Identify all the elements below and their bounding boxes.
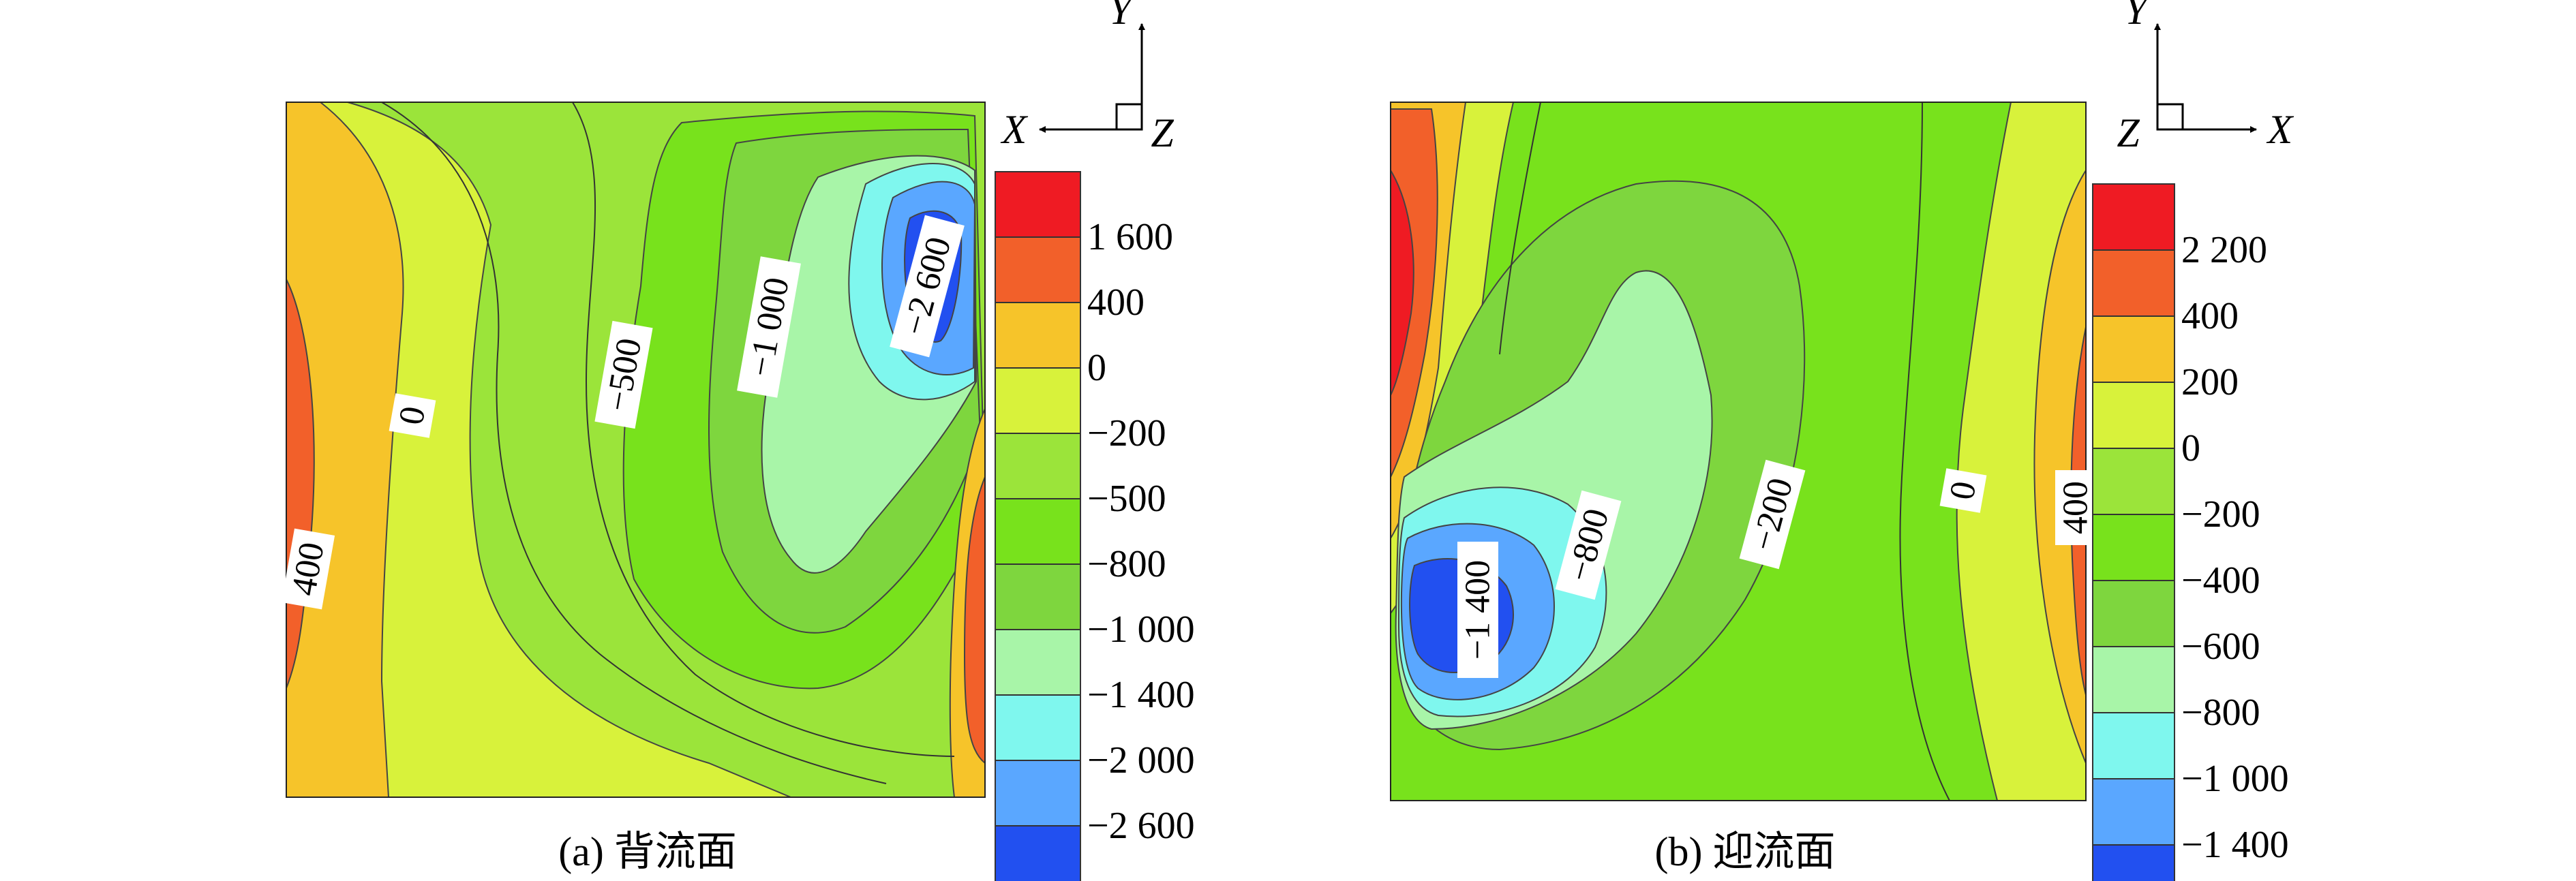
- contour-line-b-1: [1499, 102, 1541, 355]
- triad-a-z-label: Z: [1151, 110, 1174, 155]
- legend-a-tick-8: −2 000: [1087, 739, 1195, 782]
- triad-b-z-marker: [2156, 103, 2184, 131]
- contour-plot-b: [1390, 102, 2087, 801]
- panel-a: 400 0 −500 −1 000 −2 600 1 600 400 0 −200 −5…: [281, 0, 1195, 881]
- legend-b-tick-9: −1 400: [2181, 824, 2289, 866]
- legend-b-swatch-7: [2092, 646, 2175, 713]
- contour-label-b-400: 400: [2055, 470, 2096, 545]
- legend-b-swatch-6: [2092, 580, 2175, 647]
- legend-b-tick-1: 400: [2181, 295, 2239, 337]
- contour-region-b-left-2200: [1390, 168, 1414, 396]
- contour-line-a-2: [572, 102, 955, 757]
- contour-label-b-m1400-text: −1 400: [1459, 560, 1498, 660]
- legend-b-swatch-9: [2092, 778, 2175, 846]
- legend-a-tick-1: 400: [1087, 281, 1145, 324]
- contour-line-a-1: [381, 102, 887, 784]
- triad-a-z-marker: [1115, 103, 1143, 131]
- caption-a: (a) 背流面: [558, 829, 737, 874]
- triad-b-x-label: X: [2267, 107, 2294, 152]
- contour-label-a-400: 400: [281, 528, 335, 610]
- triad-a-y-label: Y: [1109, 0, 1136, 33]
- color-legend-a: 1 600 400 0 −200 −500 −800 −1 000 −1 400 −2 000 −…: [995, 171, 1195, 881]
- legend-a-swatch-8: [995, 694, 1081, 761]
- legend-a-swatch-3: [995, 367, 1081, 434]
- legend-b-tick-0: 2 200: [2181, 229, 2267, 271]
- legend-b-tick-4: −200: [2181, 493, 2260, 536]
- caption-b: (b) 迎流面: [1655, 829, 1836, 874]
- triad-a-x-label: X: [1001, 107, 1029, 152]
- legend-a-tick-4: −500: [1087, 478, 1166, 520]
- legend-a-swatch-6: [995, 563, 1081, 630]
- contour-label-a-400-text: 400: [284, 540, 332, 599]
- legend-a-swatch-10: [995, 825, 1081, 881]
- legend-a-tick-3: −200: [1087, 412, 1166, 454]
- axis-triad-a: Y X Z: [1001, 0, 1175, 155]
- legend-a-tick-0: 1 600: [1087, 216, 1173, 258]
- legend-b-tick-3: 0: [2181, 427, 2200, 469]
- contour-label-a-0: 0: [389, 393, 436, 438]
- triad-b-z-label: Z: [2117, 110, 2140, 155]
- legend-b-tick-2: 200: [2181, 361, 2239, 403]
- legend-b-tick-5: −400: [2181, 559, 2260, 602]
- legend-b-tick-6: −600: [2181, 625, 2260, 668]
- legend-b-swatch-3: [2092, 382, 2175, 449]
- contour-plot-a: [286, 102, 986, 798]
- legend-b-swatch-2: [2092, 315, 2175, 383]
- legend-a-swatch-2: [995, 302, 1081, 369]
- legend-a-swatch-0: [995, 171, 1081, 238]
- contour-region-b-right-200: [2033, 168, 2087, 764]
- legend-a-tick-5: −800: [1087, 543, 1166, 585]
- legend-b-swatch-0: [2092, 183, 2175, 251]
- contour-region-a-zero: [286, 102, 791, 798]
- contour-label-b-400-text: 400: [2057, 481, 2095, 534]
- contour-label-b-0: 0: [1939, 468, 1987, 513]
- legend-b-swatch-8: [2092, 712, 2175, 779]
- legend-a-swatch-9: [995, 760, 1081, 826]
- legend-a-swatch-4: [995, 433, 1081, 499]
- legend-a-tick-2: 0: [1087, 347, 1106, 389]
- frame-b: [1390, 102, 2087, 801]
- panel-b: −1 400 −800 −200 0 400 2 200 400 200 0 −200 −…: [1390, 0, 2294, 881]
- legend-b-swatch-5: [2092, 514, 2175, 581]
- triad-b-y-label: Y: [2125, 0, 2151, 33]
- legend-a-swatch-1: [995, 236, 1081, 303]
- legend-a-swatch-7: [995, 629, 1081, 696]
- legend-b-tick-7: −800: [2181, 692, 2260, 734]
- legend-b-swatch-10: [2092, 844, 2175, 881]
- legend-a-tick-7: −1 400: [1087, 674, 1195, 716]
- legend-b-swatch-4: [2092, 448, 2175, 515]
- color-legend-b: 2 200 400 200 0 −200 −400 −600 −800 −1 000 −1 400: [2092, 183, 2289, 881]
- legend-a-swatch-5: [995, 498, 1081, 565]
- legend-b-swatch-1: [2092, 249, 2175, 317]
- contour-line-b-2: [1899, 102, 1950, 801]
- contour-region-a-400: [286, 102, 404, 798]
- frame-a: [286, 102, 986, 798]
- legend-a-tick-6: −1 000: [1087, 608, 1195, 651]
- contour-label-b-m1400: −1 400: [1457, 542, 1498, 678]
- legend-b-tick-8: −1 000: [2181, 758, 2289, 800]
- legend-a-tick-9: −2 600: [1087, 805, 1195, 847]
- contour-region-a-right-1600: [963, 476, 986, 765]
- axis-triad-b: Y X Z: [2117, 0, 2294, 155]
